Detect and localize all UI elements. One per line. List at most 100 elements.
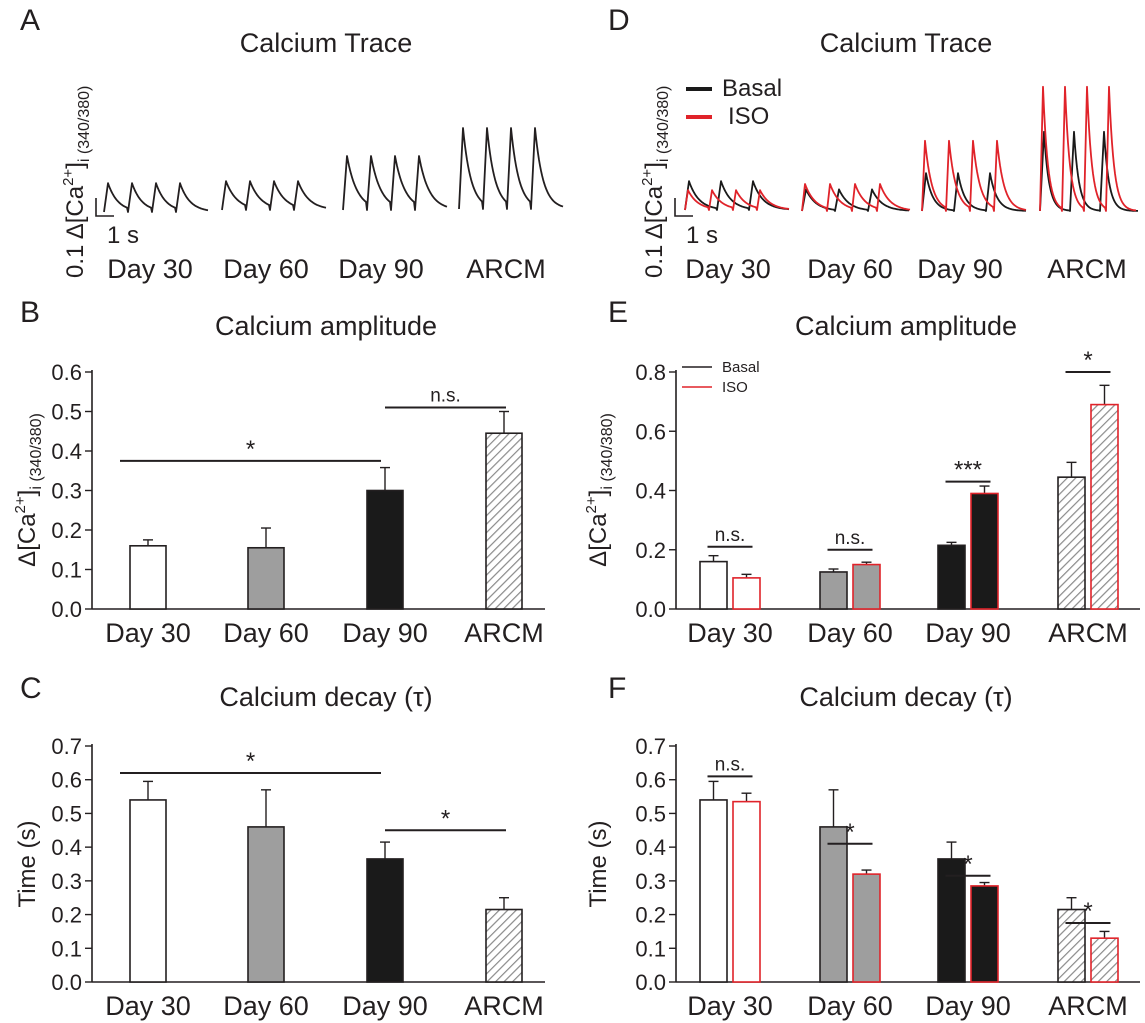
y-tick-label-c: 0.5: [51, 801, 82, 826]
legend-label-basal-e: Basal: [722, 359, 760, 376]
significance-label-c-1: *: [441, 805, 450, 832]
x-tick-label-f-day-90: Day 90: [925, 991, 1011, 1021]
x-tick-label-f-day-30: Day 30: [687, 991, 773, 1021]
y-tick-label-c: 0.7: [51, 734, 82, 759]
x-tick-label-f-day-60: Day 60: [807, 991, 893, 1021]
y-tick-label-c: 0.1: [51, 936, 82, 961]
chart-title-f: Calcium decay (τ): [799, 682, 1012, 712]
trace-group-label-day90-d: Day 90: [917, 254, 1003, 284]
bar-f-iso-day-60: [852, 873, 881, 983]
x-tick-label-f-arcm: ARCM: [1048, 991, 1128, 1021]
y-tick-label-c: 0.0: [51, 970, 82, 995]
legend-label-basal-d: Basal: [722, 75, 782, 102]
y-axis-label-sub-e: i (340/380): [599, 413, 616, 490]
panel-c-calcium-decay: C Calcium decay (τ) Time (s) 0.0 0.1 0.2 0.3 0.…: [14, 672, 545, 1021]
bar-f-iso-arcm: [1090, 937, 1119, 983]
significance-label-e-3: *: [1083, 347, 1092, 374]
y-tick-label-c: 0.4: [51, 835, 82, 860]
y-tick-label-e: 0.8: [635, 360, 666, 385]
y-axis-label-close-e: ]: [585, 490, 612, 497]
x-tick-label-c-day-30: Day 30: [105, 991, 191, 1021]
significance-label-c-0: *: [246, 748, 255, 775]
bar-b-basal-arcm: [485, 432, 523, 610]
y-axis-label-sup-e: 2+: [583, 496, 600, 513]
scale-bar-label-d: 1 s: [686, 222, 718, 249]
chart-title-b: Calcium amplitude: [215, 311, 437, 341]
significance-label-f-0: n.s.: [715, 754, 746, 775]
x-tick-label-b-day-30: Day 30: [105, 618, 191, 648]
bar-e-iso-day-90: [970, 492, 999, 610]
bar-e-basal-day-90: [937, 544, 966, 610]
y-tick-label-f: 0.6: [635, 768, 666, 793]
y-axis-label-sup-b: 2+: [12, 496, 29, 513]
x-tick-label-e-day-90: Day 90: [925, 618, 1011, 648]
x-tick-label-b-arcm: ARCM: [464, 618, 544, 648]
trace-title-a: Calcium Trace: [240, 28, 413, 58]
significance-label-e-1: n.s.: [835, 528, 866, 549]
significance-label-e-2: ***: [954, 457, 982, 484]
calcium-trace-basal-day30: [684, 180, 790, 211]
calcium-trace-basal-arcm: [1039, 130, 1138, 212]
x-tick-label-e-day-60: Day 60: [807, 618, 893, 648]
panel-label-f: F: [608, 672, 626, 705]
y-tick-label-b: 0.2: [51, 518, 82, 543]
y-axis-label-sub-b: i (340/380): [28, 413, 45, 490]
panel-label-c: C: [20, 672, 42, 705]
calcium-trace-day90: [342, 155, 448, 211]
y-tick-label-c: 0.3: [51, 869, 82, 894]
y-tick-label-b: 0.3: [51, 479, 82, 504]
bar-b-basal-day-90: [366, 489, 404, 610]
y-tick-label-b: 0.4: [51, 439, 82, 464]
calcium-trace-basal-day90: [921, 172, 1027, 212]
y-axis-label-f: Time (s): [585, 820, 612, 907]
panel-label-e: E: [608, 296, 628, 329]
x-tick-label-c-day-60: Day 60: [223, 991, 309, 1021]
significance-label-b-0: *: [246, 436, 255, 463]
bar-b-basal-day-30: [129, 544, 167, 610]
y-axis-label-close-b: ]: [14, 490, 41, 497]
calcium-trace-arcm: [458, 127, 564, 210]
panel-e-calcium-amplitude-iso: E Calcium amplitude Δ[Ca2+]i (340/380) 0.0 0…: [583, 296, 1140, 648]
bar-f-basal-day-90: [937, 858, 966, 983]
trace-group-label-day90: Day 90: [338, 254, 424, 284]
y-tick-label-f: 0.7: [635, 734, 666, 759]
panel-d-trace: D Calcium Trace 0.1 Δ[Ca2+]i (340/380) B…: [608, 4, 1138, 284]
y-tick-label-b: 0.0: [51, 597, 82, 622]
bar-e-iso-day-30: [732, 577, 761, 610]
y-tick-label-e: 0.6: [635, 419, 666, 444]
scale-bar-label-a: 1 s: [107, 222, 139, 249]
panel-f-calcium-decay-iso: F Calcium decay (τ) Time (s) 0.0 0.1 0.2 0.3 0.…: [585, 672, 1140, 1021]
y-tick-label-f: 0.2: [635, 903, 666, 928]
legend-label-iso-e: ISO: [722, 379, 748, 396]
bar-f-basal-day-60: [819, 826, 848, 983]
calcium-trace-iso-day90: [921, 139, 1027, 212]
y-axis-label-b: Δ[Ca2+]i (340/380): [12, 413, 45, 567]
significance-label-f-3: *: [1083, 898, 1092, 925]
calcium-trace-day60: [221, 180, 327, 211]
legend-label-iso-d: ISO: [728, 103, 769, 130]
panel-label-a: A: [20, 4, 40, 37]
chart-title-e: Calcium amplitude: [795, 311, 1017, 341]
trace-group-label-day60-d: Day 60: [807, 254, 893, 284]
y-tick-label-f: 0.4: [635, 835, 666, 860]
y-axis-label-c: Time (s): [14, 820, 41, 907]
bar-c-basal-arcm: [485, 908, 523, 983]
y-tick-label-b: 0.6: [51, 360, 82, 385]
bar-c-basal-day-30: [129, 799, 167, 983]
y-tick-label-f: 0.1: [635, 936, 666, 961]
x-tick-label-b-day-60: Day 60: [223, 618, 309, 648]
calcium-trace-day30: [103, 182, 209, 213]
bar-e-iso-day-60: [852, 563, 881, 610]
bar-c-basal-day-60: [247, 826, 285, 983]
y-tick-label-f: 0.5: [635, 801, 666, 826]
trace-ylabel-a: 0.1 Δ[Ca2+]i (340/380): [60, 86, 93, 278]
y-tick-label-c: 0.6: [51, 768, 82, 793]
bar-b-basal-day-60: [247, 546, 285, 610]
bar-e-basal-day-30: [699, 560, 728, 610]
y-tick-label-b: 0.5: [51, 400, 82, 425]
panel-a-trace: A Calcium Trace 0.1 Δ[Ca2+]i (340/380) 1…: [20, 4, 564, 284]
panel-b-calcium-amplitude: B Calcium amplitude Δ[Ca2+]i (340/380) 0.0 0…: [12, 296, 545, 648]
calcium-trace-basal-day60: [801, 188, 910, 212]
y-tick-label-e: 0.4: [635, 479, 666, 504]
